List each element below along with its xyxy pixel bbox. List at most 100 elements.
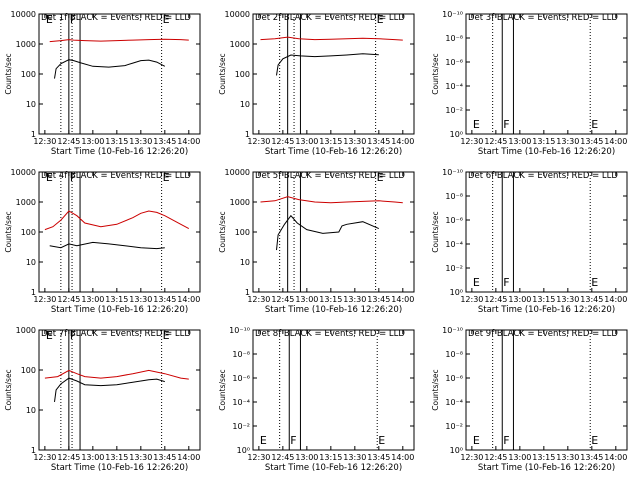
x-axis-label: Start Time (10-Feb-16 12:26:20) xyxy=(478,463,615,473)
y-tick-label: 10⁻⁸ xyxy=(445,350,463,359)
y-tick-label: 10⁻² xyxy=(232,422,250,431)
plot-frame xyxy=(465,329,628,451)
series-line-events xyxy=(276,53,379,76)
panel-det-3f: Det 3f BLACK = Events, RED = LLD 10⁰ 10⁻² 1… xyxy=(431,10,628,157)
event-marker-label: E xyxy=(46,171,53,184)
x-tick-label: 13:30 xyxy=(556,137,579,146)
x-tick-label: 13:45 xyxy=(580,295,603,304)
x-tick-label: 13:00 xyxy=(508,137,531,146)
y-tick-label: 10⁻¹⁰ xyxy=(442,10,463,19)
y-tick-label: 10⁻⁶ xyxy=(445,216,463,225)
x-tick-label: 13:30 xyxy=(343,295,366,304)
y-axis-label: Counts/sec xyxy=(431,211,440,252)
event-marker-label: F xyxy=(503,434,509,447)
y-tick-label: 10⁻⁴ xyxy=(445,240,463,249)
event-marker-label: E xyxy=(163,171,170,184)
x-tick-label: 13:45 xyxy=(367,453,390,462)
x-tick-label: 12:30 xyxy=(460,453,483,462)
x-tick-label: 13:45 xyxy=(580,137,603,146)
plot-frame xyxy=(252,329,415,451)
panel-det-1f: Det 1f BLACK = Events, RED = LLD 1 10 100 10… xyxy=(4,10,201,157)
x-tick-label: 12:30 xyxy=(247,453,270,462)
y-tick-label: 10⁻⁴ xyxy=(232,398,250,407)
series-line-lld xyxy=(260,196,403,204)
x-tick-label: 13:45 xyxy=(367,137,390,146)
x-tick-label: 14:00 xyxy=(604,137,627,146)
x-tick-label: 13:15 xyxy=(105,137,128,146)
x-tick-label: 13:30 xyxy=(129,453,152,462)
y-tick-label: 10000 xyxy=(225,168,250,177)
event-marker-label: F xyxy=(70,13,76,26)
x-tick-label: 13:45 xyxy=(153,295,176,304)
y-axis-label: Counts/sec xyxy=(218,53,227,94)
event-marker-label: E xyxy=(473,434,480,447)
x-axis-label: Start Time (10-Feb-16 12:26:20) xyxy=(478,305,615,315)
x-tick-label: 13:00 xyxy=(81,453,104,462)
y-tick-label: 10000 xyxy=(225,10,250,19)
y-tick-label: 10⁻⁶ xyxy=(445,374,463,383)
panel-det-8f: Det 8f BLACK = Events, RED = LLD 10⁰ 10⁻² 1… xyxy=(218,326,415,473)
x-tick-label: 13:30 xyxy=(129,295,152,304)
x-axis-label: Start Time (10-Feb-16 12:26:20) xyxy=(265,463,402,473)
x-tick-label: 12:45 xyxy=(271,453,294,462)
plot-frame xyxy=(465,13,628,135)
y-tick-label: 10⁻¹⁰ xyxy=(229,326,250,335)
x-tick-label: 12:45 xyxy=(57,295,80,304)
series-line-events xyxy=(54,59,166,79)
x-tick-label: 13:00 xyxy=(295,295,318,304)
y-tick-label: 1 xyxy=(245,288,250,297)
x-tick-label: 13:15 xyxy=(105,295,128,304)
plot-frame xyxy=(38,13,201,135)
y-tick-label: 1000 xyxy=(16,326,36,335)
y-tick-label: 100 xyxy=(21,366,36,375)
x-tick-label: 13:15 xyxy=(532,453,555,462)
x-tick-label: 12:45 xyxy=(271,137,294,146)
x-tick-label: 12:30 xyxy=(247,137,270,146)
x-tick-label: 13:00 xyxy=(295,453,318,462)
x-tick-label: 14:00 xyxy=(391,137,414,146)
y-tick-label: 10000 xyxy=(11,168,36,177)
x-axis-label: Start Time (10-Feb-16 12:26:20) xyxy=(51,463,188,473)
y-tick-label: 10 xyxy=(240,258,250,267)
event-marker-label: E xyxy=(46,13,53,26)
panel-det-2f: Det 2f BLACK = Events, RED = LLD 1 10 100 10… xyxy=(218,10,415,157)
x-tick-label: 13:30 xyxy=(556,453,579,462)
event-marker-label: E xyxy=(163,329,170,342)
x-tick-label: 12:30 xyxy=(247,295,270,304)
event-marker-label: E xyxy=(377,13,384,26)
series-line-lld xyxy=(44,210,190,231)
y-tick-label: 10 xyxy=(240,100,250,109)
x-tick-label: 13:15 xyxy=(532,137,555,146)
y-tick-label: 10⁻² xyxy=(445,422,463,431)
panel-title: Det 1f BLACK = Events, RED = LLD xyxy=(41,13,191,23)
series-line-lld xyxy=(44,369,189,380)
x-tick-label: 12:45 xyxy=(57,453,80,462)
y-tick-label: 1 xyxy=(245,130,250,139)
x-tick-label: 13:15 xyxy=(532,295,555,304)
x-tick-label: 12:45 xyxy=(484,137,507,146)
x-tick-label: 14:00 xyxy=(177,137,200,146)
event-marker-label: E xyxy=(591,118,598,131)
x-tick-label: 12:45 xyxy=(484,453,507,462)
y-tick-label: 10⁻¹⁰ xyxy=(442,168,463,177)
event-marker-label: E xyxy=(473,276,480,289)
x-tick-label: 13:00 xyxy=(81,137,104,146)
y-tick-label: 1000 xyxy=(230,40,250,49)
y-axis-label: Counts/sec xyxy=(4,53,13,94)
y-tick-label: 1 xyxy=(31,446,36,455)
y-tick-label: 10 xyxy=(26,406,36,415)
y-tick-label: 10⁻⁸ xyxy=(232,350,250,359)
y-tick-label: 10⁻⁸ xyxy=(445,34,463,43)
y-tick-label: 1000 xyxy=(16,198,36,207)
y-tick-label: 10⁰ xyxy=(450,446,463,455)
x-tick-label: 12:30 xyxy=(460,295,483,304)
panel-det-5f: Det 5f BLACK = Events, RED = LLD 1 10 100 10… xyxy=(218,168,415,315)
y-tick-label: 1000 xyxy=(16,40,36,49)
x-tick-label: 13:30 xyxy=(129,137,152,146)
x-tick-label: 12:30 xyxy=(33,453,56,462)
y-tick-label: 10⁰ xyxy=(237,446,250,455)
event-marker-label: E xyxy=(591,276,598,289)
x-tick-label: 13:00 xyxy=(295,137,318,146)
plot-frame xyxy=(38,171,201,293)
panel-title: Det 5f BLACK = Events, RED = LLD xyxy=(255,171,405,181)
